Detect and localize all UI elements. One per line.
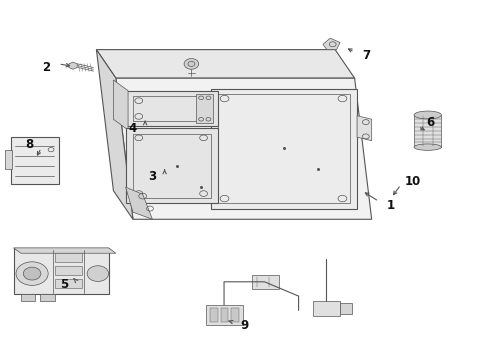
Text: 10: 10 bbox=[405, 175, 421, 188]
Polygon shape bbox=[125, 91, 218, 126]
Bar bbox=[313, 301, 340, 316]
Polygon shape bbox=[196, 94, 213, 123]
Bar bbox=[206, 305, 243, 325]
Circle shape bbox=[16, 262, 48, 285]
Polygon shape bbox=[125, 187, 152, 219]
Polygon shape bbox=[211, 89, 357, 208]
Bar bbox=[5, 150, 12, 169]
Polygon shape bbox=[97, 50, 355, 78]
Text: 6: 6 bbox=[426, 116, 434, 129]
Bar bbox=[220, 308, 228, 322]
Circle shape bbox=[184, 59, 199, 69]
Text: 9: 9 bbox=[240, 319, 248, 332]
Ellipse shape bbox=[414, 111, 441, 119]
Circle shape bbox=[87, 266, 109, 282]
Polygon shape bbox=[323, 38, 340, 50]
Text: 5: 5 bbox=[60, 278, 68, 291]
Text: 4: 4 bbox=[129, 122, 137, 135]
Polygon shape bbox=[14, 248, 116, 253]
Polygon shape bbox=[116, 78, 372, 219]
Polygon shape bbox=[97, 50, 133, 219]
Bar bbox=[340, 303, 352, 314]
Polygon shape bbox=[114, 80, 128, 130]
Polygon shape bbox=[14, 248, 109, 294]
Bar bbox=[210, 308, 218, 322]
Bar bbox=[21, 294, 35, 301]
Bar bbox=[414, 115, 441, 147]
Polygon shape bbox=[69, 62, 77, 69]
Polygon shape bbox=[125, 128, 218, 203]
Text: 1: 1 bbox=[387, 198, 395, 212]
Polygon shape bbox=[357, 116, 372, 141]
Bar bbox=[55, 253, 82, 262]
Text: 2: 2 bbox=[42, 61, 50, 74]
Bar bbox=[55, 266, 82, 275]
Ellipse shape bbox=[414, 144, 441, 150]
Text: 3: 3 bbox=[148, 170, 156, 183]
Bar bbox=[252, 275, 279, 289]
Text: 7: 7 bbox=[363, 49, 371, 62]
Bar bbox=[55, 279, 82, 288]
Bar bbox=[40, 294, 55, 301]
Bar bbox=[231, 308, 239, 322]
Circle shape bbox=[24, 267, 41, 280]
Bar bbox=[11, 137, 59, 184]
Text: 8: 8 bbox=[25, 138, 33, 151]
